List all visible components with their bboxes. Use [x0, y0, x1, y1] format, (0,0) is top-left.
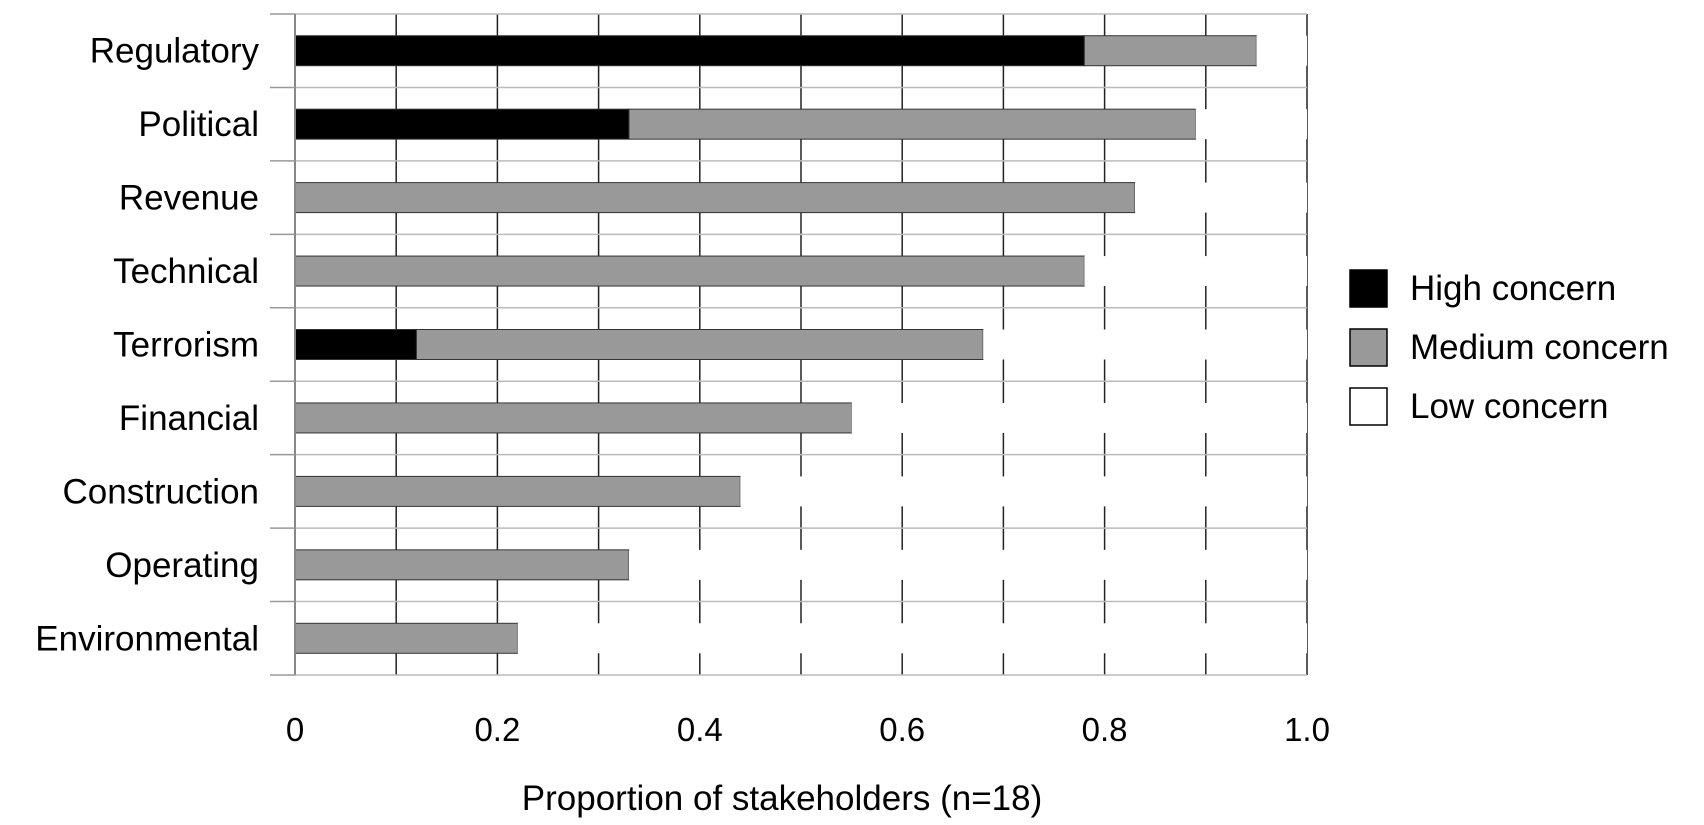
bar-segment-low-concern: [517, 623, 1307, 654]
bar-segment-medium-concern: [628, 108, 1197, 140]
bar-segment-low-concern: [851, 402, 1307, 433]
x-tick-label: 0: [286, 711, 304, 748]
legend-label: Low concern: [1410, 387, 1608, 426]
legend-label: High concern: [1410, 269, 1616, 308]
axes: Regulatory Political Revenue Technical Terro…: [35, 13, 1330, 748]
bar-segment-low-concern: [1256, 35, 1307, 66]
bar-segment-medium-concern: [1083, 35, 1257, 67]
x-tick-label: 0.2: [474, 711, 520, 748]
bar-segment-low-concern: [740, 476, 1307, 507]
bar-segment-medium-concern: [294, 549, 630, 581]
bar-segment-low-concern: [1195, 109, 1307, 140]
category-label: Revenue: [119, 179, 259, 218]
x-tick-label: 0.6: [879, 711, 925, 748]
category-label: Financial: [119, 399, 259, 438]
bar-segment-low-concern: [1084, 256, 1307, 287]
bar-segment-medium-concern: [294, 182, 1136, 214]
bar-segment-high-concern: [294, 108, 630, 140]
x-tick-label: 1.0: [1284, 711, 1330, 748]
category-label: Technical: [113, 252, 259, 291]
bars: [294, 35, 1307, 654]
bar-segment-low-concern: [628, 549, 1307, 580]
legend-swatch-high-concern: [1349, 269, 1388, 308]
category-label: Construction: [63, 472, 259, 511]
legend-swatch-medium-concern: [1349, 328, 1388, 367]
legend: High concern Medium concern Low concern: [1349, 269, 1669, 426]
bar-segment-medium-concern: [294, 402, 853, 434]
category-label: Terrorism: [113, 326, 259, 365]
x-tick-label: 0.8: [1082, 711, 1128, 748]
bar-segment-low-concern: [1134, 182, 1307, 213]
legend-label: Medium concern: [1410, 328, 1669, 367]
bar-segment-medium-concern: [294, 622, 519, 654]
category-label: Operating: [105, 546, 259, 585]
legend-swatch-low-concern: [1349, 387, 1388, 426]
x-tick-label: 0.4: [677, 711, 723, 748]
bar-segment-medium-concern: [294, 255, 1085, 287]
x-axis-label: Proportion of stakeholders (n=18): [522, 779, 1042, 818]
category-label: Political: [138, 105, 259, 144]
bar-segment-high-concern: [294, 35, 1085, 67]
bar-segment-high-concern: [294, 329, 417, 360]
category-label: Environmental: [35, 619, 259, 658]
bar-segment-medium-concern: [415, 329, 984, 360]
category-label: Regulatory: [90, 32, 260, 71]
bar-segment-low-concern: [983, 329, 1307, 360]
bar-segment-medium-concern: [294, 475, 741, 507]
